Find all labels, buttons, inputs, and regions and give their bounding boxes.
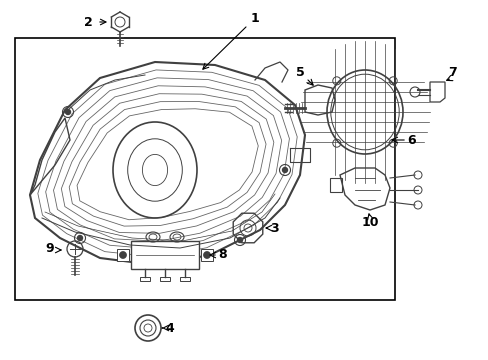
Text: 9: 9 bbox=[45, 242, 54, 255]
Circle shape bbox=[282, 167, 287, 172]
Text: 6: 6 bbox=[406, 134, 415, 147]
Bar bbox=[15, 38, 394, 300]
Text: 7: 7 bbox=[447, 66, 456, 78]
Text: 8: 8 bbox=[218, 248, 226, 261]
Bar bbox=[160, 277, 170, 281]
Circle shape bbox=[77, 235, 82, 240]
Bar bbox=[140, 277, 150, 281]
Bar bbox=[180, 277, 190, 281]
Bar bbox=[131, 241, 199, 269]
Circle shape bbox=[119, 252, 126, 258]
Text: 2: 2 bbox=[83, 15, 92, 28]
Circle shape bbox=[237, 238, 242, 243]
Text: 4: 4 bbox=[164, 321, 173, 334]
Text: 1: 1 bbox=[250, 12, 259, 24]
Text: 10: 10 bbox=[361, 216, 378, 229]
Circle shape bbox=[203, 252, 210, 258]
Text: 5: 5 bbox=[295, 66, 304, 78]
Bar bbox=[201, 249, 213, 261]
Text: 3: 3 bbox=[269, 221, 278, 234]
Circle shape bbox=[65, 109, 70, 114]
Bar bbox=[117, 249, 129, 261]
